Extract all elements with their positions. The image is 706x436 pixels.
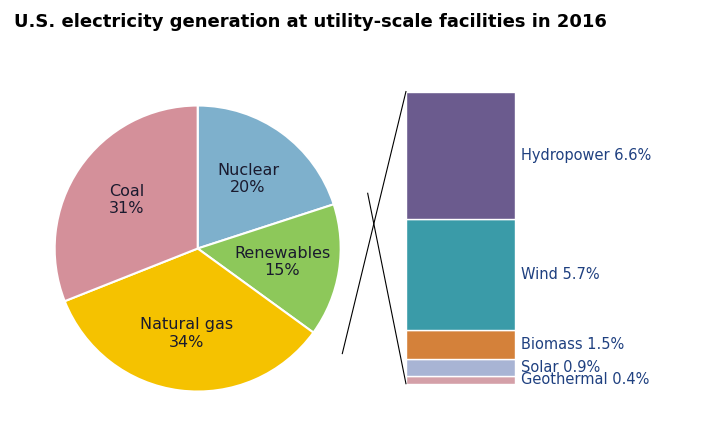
Text: Hydropower 6.6%: Hydropower 6.6% [521, 148, 651, 163]
Text: Biomass 1.5%: Biomass 1.5% [521, 337, 624, 351]
Wedge shape [54, 106, 198, 301]
Bar [406, 358, 515, 376]
Bar [406, 219, 515, 330]
Bar [406, 376, 515, 384]
Text: U.S. electricity generation at utility-scale facilities in 2016: U.S. electricity generation at utility-s… [14, 13, 607, 31]
Bar [406, 330, 515, 358]
Wedge shape [65, 249, 313, 392]
Text: Natural gas
34%: Natural gas 34% [140, 317, 234, 350]
Text: Geothermal 0.4%: Geothermal 0.4% [521, 372, 650, 387]
Text: Wind 5.7%: Wind 5.7% [521, 267, 599, 282]
Text: Renewables
15%: Renewables 15% [234, 246, 330, 278]
Bar [406, 92, 515, 219]
Text: Coal
31%: Coal 31% [109, 184, 145, 217]
Text: Nuclear
20%: Nuclear 20% [217, 163, 279, 195]
Wedge shape [198, 106, 334, 249]
Text: Solar 0.9%: Solar 0.9% [521, 360, 600, 375]
Wedge shape [198, 204, 341, 333]
